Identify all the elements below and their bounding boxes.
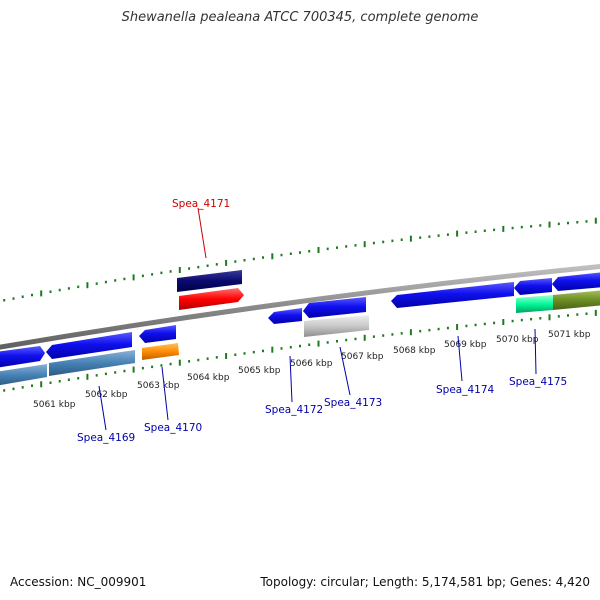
gene-label-spea-4169[interactable]: Spea_4169 bbox=[77, 432, 135, 444]
gene-feature-red[interactable] bbox=[179, 288, 244, 310]
gene-feature-blue[interactable] bbox=[514, 278, 552, 295]
leader-line bbox=[289, 355, 293, 403]
kbp-labels: 5061 kbp 5062 kbp 5063 kbp 5064 kbp 5065… bbox=[33, 330, 591, 410]
kbp-label: 5063 kbp bbox=[137, 381, 180, 391]
gene-label-spea-4171[interactable]: Spea_4171 bbox=[172, 198, 230, 210]
kbp-label: 5061 kbp bbox=[33, 400, 76, 410]
gene-leader-lines bbox=[98, 207, 537, 431]
gene-feature-steelblue[interactable] bbox=[49, 350, 135, 376]
gene-features bbox=[0, 270, 600, 386]
gene-feature-blue[interactable] bbox=[552, 272, 600, 291]
leader-line bbox=[339, 346, 351, 396]
gene-labels: Spea_4169 Spea_4170 Spea_4171 Spea_4172 … bbox=[77, 198, 567, 444]
kbp-label: 5064 kbp bbox=[187, 373, 230, 383]
gene-feature-navy[interactable] bbox=[177, 270, 242, 292]
gene-feature-blue[interactable] bbox=[46, 332, 132, 359]
gene-label-spea-4170[interactable]: Spea_4170 bbox=[144, 422, 202, 434]
gene-feature-blue[interactable] bbox=[139, 325, 176, 343]
gene-label-spea-4174[interactable]: Spea_4174 bbox=[436, 384, 495, 396]
genome-backbone bbox=[0, 263, 600, 350]
gene-feature-blue[interactable] bbox=[0, 346, 45, 368]
leader-line bbox=[197, 207, 207, 259]
map-title: Shewanella pealeana ATCC 700345, complet… bbox=[121, 10, 479, 25]
leader-line bbox=[161, 366, 169, 421]
gene-feature-blue[interactable] bbox=[268, 308, 302, 324]
gene-feature-blue[interactable] bbox=[391, 282, 514, 308]
accession-text: Accession: NC_009901 bbox=[10, 575, 147, 589]
kbp-label: 5071 kbp bbox=[548, 330, 591, 340]
gene-feature-orange[interactable] bbox=[142, 343, 179, 360]
inner-tick-ring bbox=[3, 309, 597, 392]
gene-label-spea-4172[interactable]: Spea_4172 bbox=[265, 404, 323, 416]
gene-feature-steelblue[interactable] bbox=[0, 364, 47, 386]
gene-label-spea-4173[interactable]: Spea_4173 bbox=[324, 397, 382, 409]
kbp-label: 5069 kbp bbox=[444, 340, 487, 350]
gene-feature-blue[interactable] bbox=[303, 297, 366, 318]
kbp-label: 5062 kbp bbox=[85, 390, 128, 400]
kbp-label: 5070 kbp bbox=[496, 335, 539, 345]
gene-feature-olive[interactable] bbox=[553, 290, 600, 310]
kbp-label: 5065 kbp bbox=[238, 366, 281, 376]
kbp-label: 5068 kbp bbox=[393, 346, 436, 356]
kbp-label: 5067 kbp bbox=[341, 352, 384, 362]
leader-line bbox=[457, 335, 463, 382]
genome-summary-text: Topology: circular; Length: 5,174,581 bp… bbox=[260, 575, 590, 589]
outer-tick-ring bbox=[3, 217, 597, 302]
gene-feature-grey[interactable] bbox=[304, 315, 369, 337]
gene-feature-springgreen[interactable] bbox=[516, 295, 553, 313]
kbp-label: 5066 kbp bbox=[290, 359, 333, 369]
gene-label-spea-4175[interactable]: Spea_4175 bbox=[509, 376, 567, 388]
leader-line bbox=[98, 385, 107, 431]
leader-line bbox=[534, 328, 537, 375]
